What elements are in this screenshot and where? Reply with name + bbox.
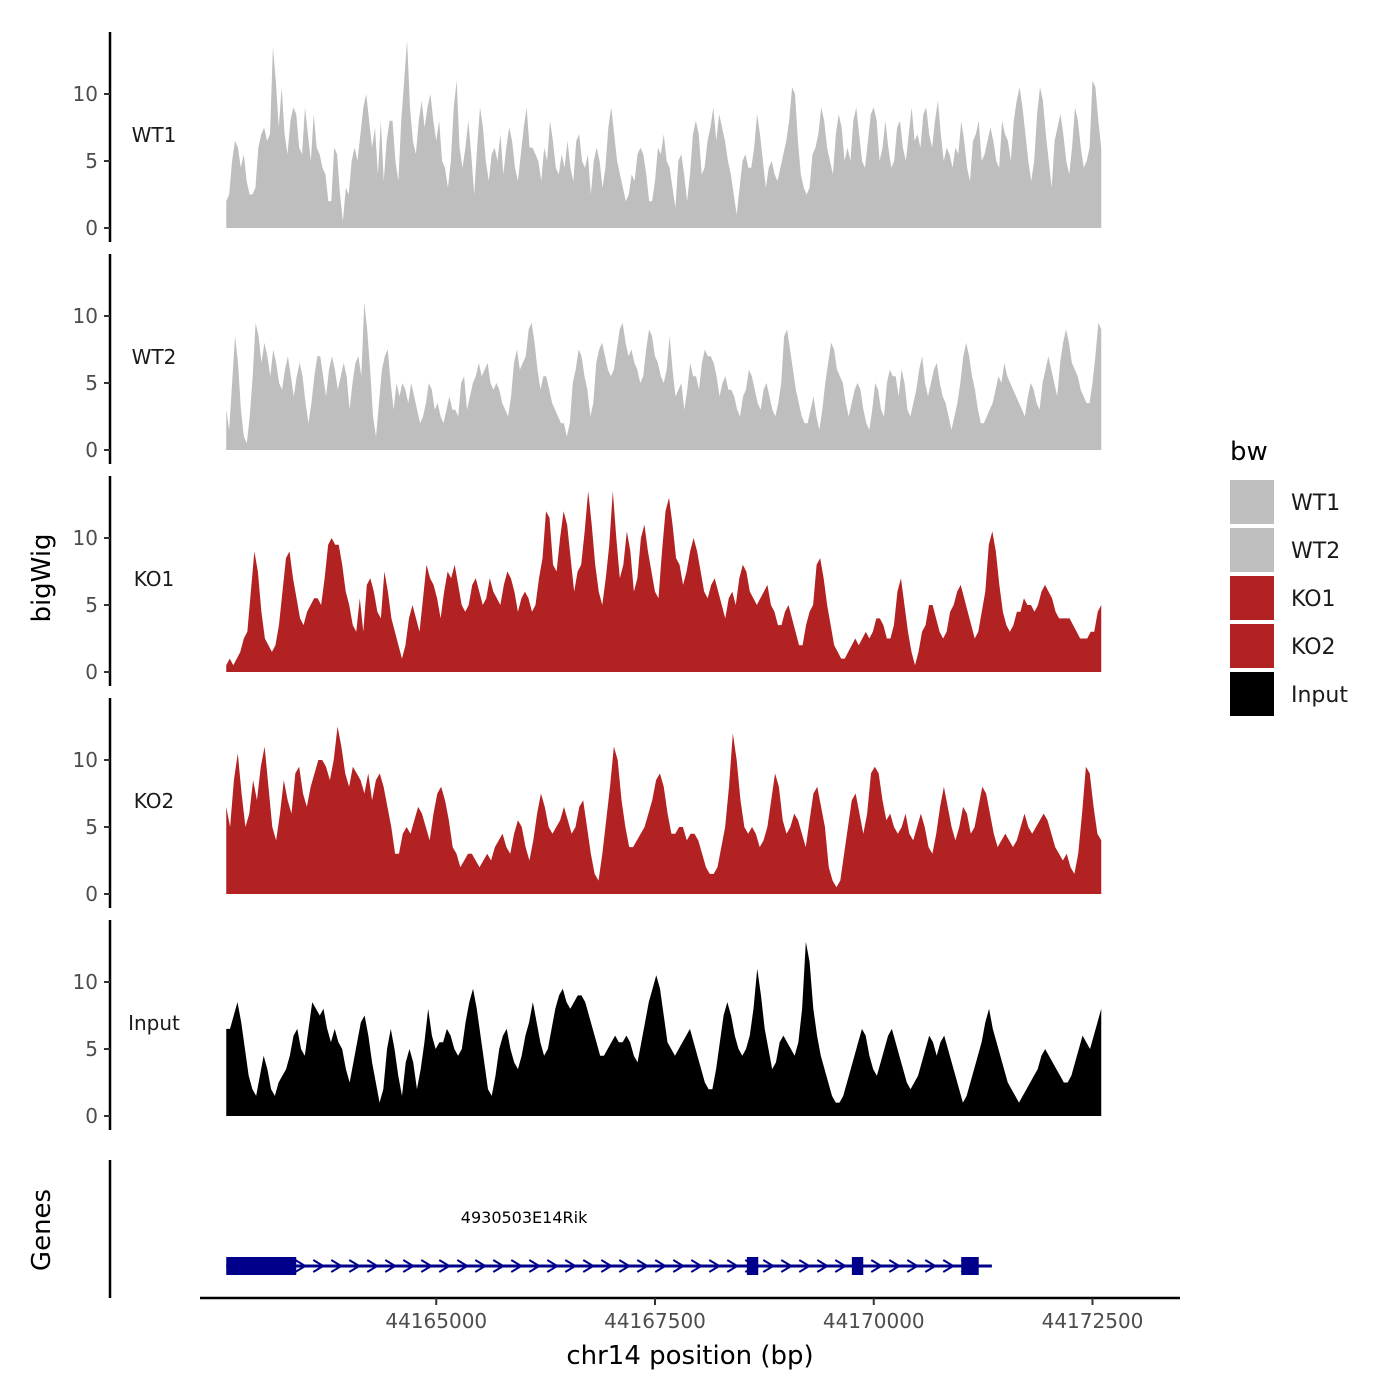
track-area-wt2 [226, 302, 1102, 450]
track-name-ko2: KO2 [134, 789, 175, 813]
strand-arrow [420, 1259, 434, 1273]
y-tick-label: 0 [85, 216, 98, 240]
y-axis-title: bigWig [27, 533, 57, 622]
strand-arrow [870, 1259, 884, 1273]
strand-arrow [600, 1259, 614, 1273]
strand-arrow [312, 1259, 326, 1273]
gene-exon [746, 1257, 759, 1275]
legend-entry-ko1: KO1 [1230, 576, 1336, 620]
track-ko2: 0 5 10 KO2 [73, 698, 1102, 908]
track-name-input: Input [128, 1011, 180, 1035]
strand-arrow [834, 1259, 848, 1273]
strand-arrow [726, 1259, 740, 1273]
strand-arrow [708, 1259, 722, 1273]
y-tick-label: 5 [85, 149, 98, 173]
strand-arrow [618, 1259, 632, 1273]
y-tick-label: 5 [85, 371, 98, 395]
legend-swatch [1230, 480, 1274, 524]
strand-arrow [582, 1259, 596, 1273]
y-tick-label: 5 [85, 1037, 98, 1061]
strand-arrow [492, 1259, 506, 1273]
x-axis-title: chr14 position (bp) [566, 1341, 813, 1371]
strand-arrow [888, 1259, 902, 1273]
y-tick-label: 10 [73, 526, 98, 550]
strand-arrow [924, 1259, 938, 1273]
strand-arrow [528, 1259, 542, 1273]
track-wt2: 0 5 10 WT2 [73, 254, 1102, 464]
strand-arrow [384, 1259, 398, 1273]
legend-entry-ko2: KO2 [1230, 624, 1336, 668]
x-tick-label: 44172500 [1042, 1309, 1144, 1333]
gene-exon [961, 1257, 979, 1275]
x-tick-label: 44165000 [385, 1309, 487, 1333]
strand-arrow [690, 1259, 704, 1273]
y-tick-label: 5 [85, 815, 98, 839]
gene-exon [226, 1257, 297, 1275]
genes-panel: 4930503E14Rik [108, 1160, 992, 1298]
genes-axis-title: Genes [27, 1189, 57, 1271]
gene-model: 4930503E14Rik [226, 1208, 992, 1275]
strand-arrow [456, 1259, 470, 1273]
legend-label: WT1 [1291, 491, 1340, 516]
legend-label: Input [1291, 683, 1348, 708]
strand-arrow [816, 1259, 830, 1273]
strand-arrow [366, 1259, 380, 1273]
y-tick-label: 0 [85, 1104, 98, 1128]
strand-arrow [654, 1259, 668, 1273]
track-name-wt2: WT2 [132, 345, 177, 369]
legend-label: KO1 [1291, 587, 1336, 612]
track-area-input [226, 941, 1102, 1116]
legend-entry-input: Input [1230, 672, 1348, 716]
y-tick-label: 0 [85, 660, 98, 684]
legend-swatch [1230, 528, 1274, 572]
strand-arrow [348, 1259, 362, 1273]
y-tick-label: 10 [73, 304, 98, 328]
y-tick-label: 10 [73, 748, 98, 772]
legend-label: KO2 [1291, 635, 1336, 660]
track-area-ko2 [226, 726, 1102, 894]
strand-arrow [438, 1259, 452, 1273]
y-tick-label: 10 [73, 82, 98, 106]
legend-entry-wt1: WT1 [1230, 480, 1340, 524]
strand-arrow [906, 1259, 920, 1273]
strand-arrow [798, 1259, 812, 1273]
strand-arrow [330, 1259, 344, 1273]
track-area-ko1 [226, 491, 1102, 672]
strand-arrow [474, 1259, 488, 1273]
strand-arrow [510, 1259, 524, 1273]
strand-arrow [672, 1259, 686, 1273]
x-tick-label: 44167500 [604, 1309, 706, 1333]
track-input: 0 5 10 Input [73, 920, 1102, 1130]
strand-arrow [402, 1259, 416, 1273]
strand-arrow [546, 1259, 560, 1273]
legend-title: bw [1230, 437, 1268, 467]
strand-arrow [564, 1259, 578, 1273]
x-axis: 44165000 44167500 44170000 44172500 [200, 1296, 1180, 1333]
gene-name-label: 4930503E14Rik [461, 1208, 588, 1227]
y-tick-label: 0 [85, 438, 98, 462]
strand-arrow [762, 1259, 776, 1273]
y-tick-label: 0 [85, 882, 98, 906]
strand-arrow [636, 1259, 650, 1273]
track-name-wt1: WT1 [132, 123, 177, 147]
legend-label: WT2 [1291, 539, 1340, 564]
track-ko1: 0 5 10 KO1 [73, 476, 1102, 686]
legend: bw WT1 WT2 KO1 KO2 Input [1230, 437, 1348, 716]
legend-swatch [1230, 624, 1274, 668]
strand-arrow [780, 1259, 794, 1273]
legend-swatch [1230, 672, 1274, 716]
y-tick-label: 5 [85, 593, 98, 617]
x-tick-label: 44170000 [823, 1309, 925, 1333]
legend-swatch [1230, 576, 1274, 620]
strand-arrow [294, 1259, 308, 1273]
legend-entry-wt2: WT2 [1230, 528, 1340, 572]
strand-arrow [942, 1259, 956, 1273]
track-area-wt1 [226, 40, 1102, 229]
tracks-layer: 0 5 10 WT1 0 5 10 WT2 0 5 10 KO1 0 5 10 KO2 0 5 10 Input [73, 32, 1102, 1130]
y-tick-label: 10 [73, 970, 98, 994]
gene-exon [851, 1257, 864, 1275]
track-name-ko1: KO1 [134, 567, 175, 591]
track-wt1: 0 5 10 WT1 [73, 32, 1102, 242]
